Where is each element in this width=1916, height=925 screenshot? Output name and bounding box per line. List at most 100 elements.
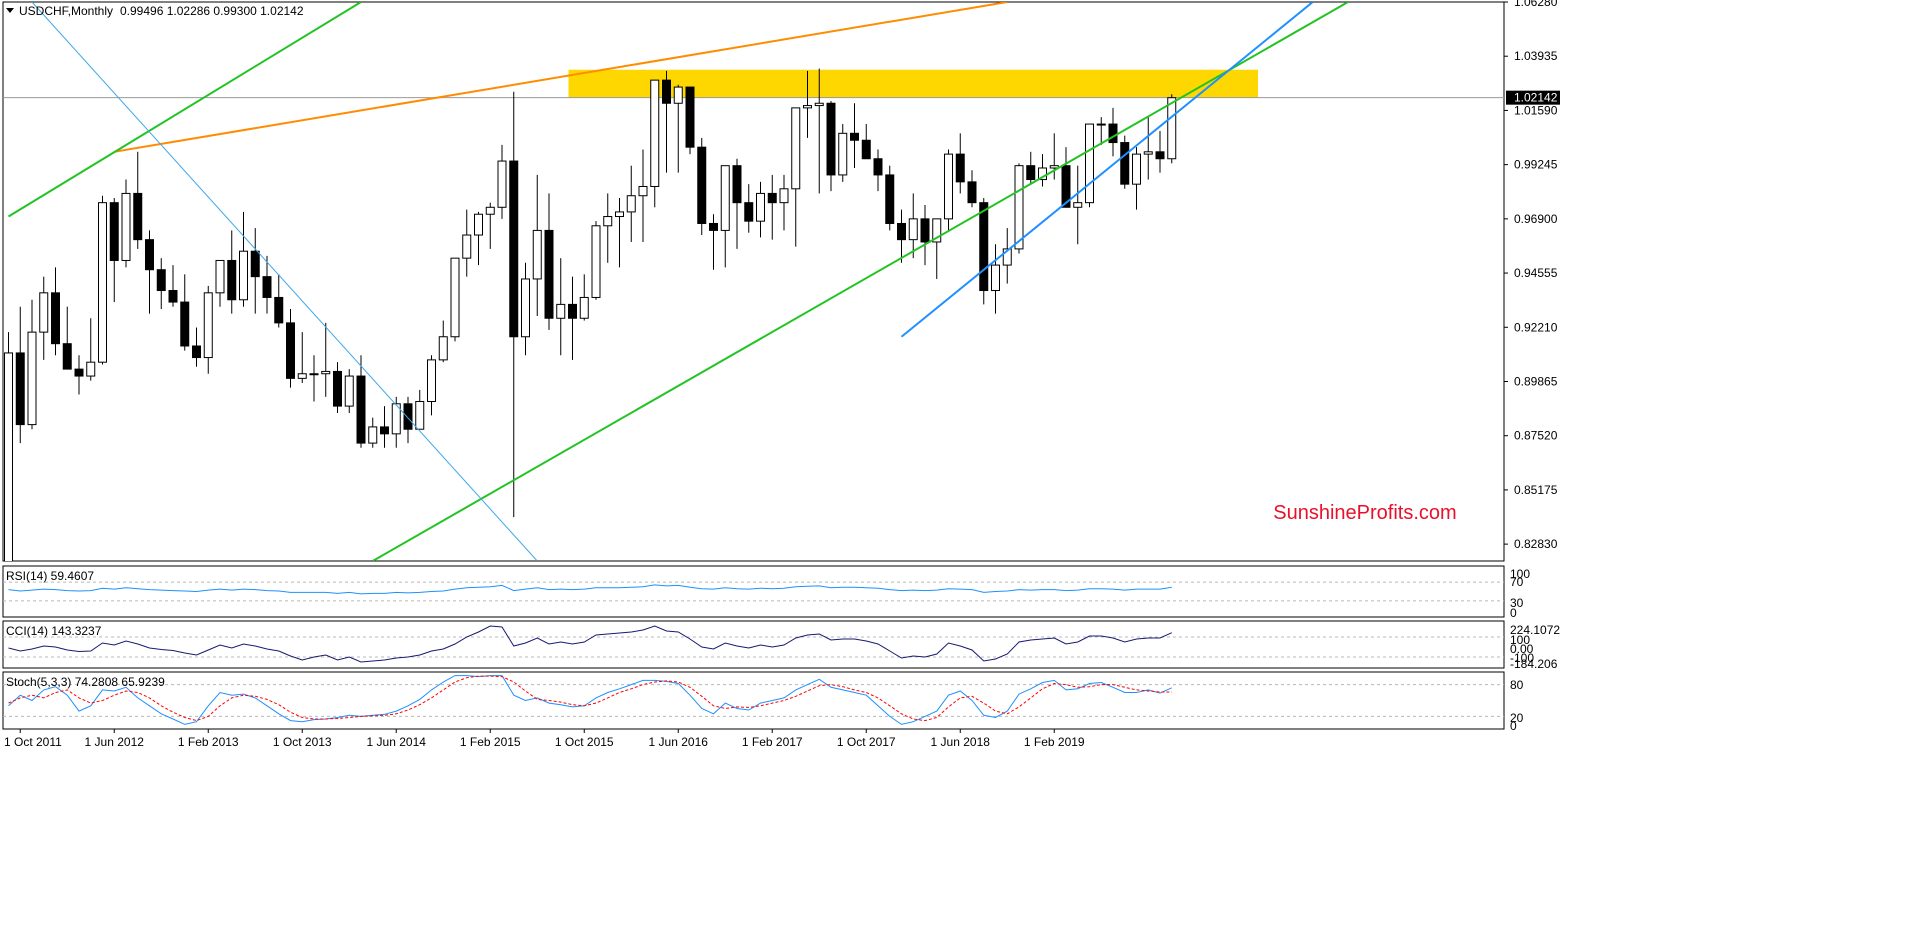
candle-body-bull <box>474 213 483 236</box>
candle <box>133 151 143 249</box>
candle-body-bear <box>274 296 284 324</box>
candle-body-bear <box>568 303 577 319</box>
indicator-tick-label: 80 <box>1510 678 1524 692</box>
time-tick-label: 1 Jun 2012 <box>85 735 145 749</box>
candle-body-bear <box>1155 151 1165 160</box>
candle-body-bear <box>74 368 84 377</box>
trend-line[interactable] <box>114 2 1008 153</box>
candle <box>1143 117 1153 180</box>
candle <box>1026 151 1036 185</box>
candle-body-bull <box>485 206 495 215</box>
candle <box>485 202 495 249</box>
candle-body-bull <box>638 185 648 197</box>
time-tick-label: 1 Jun 2014 <box>367 735 427 749</box>
candle <box>250 228 260 314</box>
candle-body-bull <box>532 229 542 280</box>
dropdown-arrow-icon[interactable] <box>6 8 14 13</box>
stoch-title: Stoch(5,3,3) 74.2808 65.9239 <box>6 675 165 689</box>
candle <box>673 84 683 173</box>
candle-body-bear <box>732 165 742 204</box>
candle <box>274 274 284 328</box>
candle-body-bear <box>885 174 895 224</box>
candle <box>732 158 742 249</box>
candle-body-bear <box>145 239 154 271</box>
trend-line[interactable] <box>7 2 362 218</box>
candle <box>121 179 131 268</box>
candle-body-bull <box>1002 248 1012 266</box>
indicator-main-line <box>8 625 1173 663</box>
candle <box>368 417 378 448</box>
candle-body-bull <box>720 165 730 231</box>
candle <box>1073 165 1083 245</box>
candle <box>615 198 624 268</box>
trend-line[interactable] <box>900 2 1314 338</box>
candle <box>109 198 119 303</box>
candle-body-bear <box>861 139 871 160</box>
candle-body-bear <box>286 322 295 379</box>
candle <box>1002 228 1012 284</box>
candle <box>156 258 166 310</box>
candle <box>720 165 730 268</box>
candle <box>239 211 248 307</box>
candle <box>626 165 636 242</box>
candle <box>638 149 648 242</box>
time-tick-label: 1 Feb 2015 <box>460 735 521 749</box>
indicator-tick-label: 100 <box>1510 633 1530 647</box>
candle <box>991 244 1000 314</box>
candle <box>462 209 472 277</box>
candle-body-bull <box>438 336 448 361</box>
cci-title: CCI(14) 143.3237 <box>6 624 102 638</box>
candle-body-bear <box>156 269 166 292</box>
candle <box>861 124 871 160</box>
time-tick-label: 1 Oct 2011 <box>4 735 62 749</box>
candle <box>356 355 366 448</box>
candle <box>145 230 154 314</box>
candle-body-bull <box>1096 123 1106 126</box>
candle <box>591 221 601 300</box>
indicator-tick-label: 0 <box>1510 719 1517 733</box>
candle <box>415 389 425 430</box>
indicator-tick-label: 30 <box>1510 596 1524 610</box>
candle-body-bull <box>556 303 566 319</box>
price-tick-label: 0.94555 <box>1514 266 1558 280</box>
candle <box>1096 117 1106 145</box>
candle-body-bull <box>1167 97 1177 160</box>
candle-body-bull <box>650 79 660 187</box>
candle-body-bull <box>1014 165 1024 250</box>
indicator-tick-label: 224.1072 <box>1510 623 1560 637</box>
candle-body-bull <box>415 400 425 430</box>
candle-body-bull <box>626 195 636 213</box>
price-tick-label: 0.96900 <box>1514 212 1558 226</box>
candle-body-bear <box>51 292 60 345</box>
candle <box>497 144 507 219</box>
candle-body-bear <box>955 153 965 183</box>
candle-body-bull <box>121 192 131 261</box>
candle-body-bull <box>450 257 460 338</box>
candle-body-bear <box>262 276 272 298</box>
trend-line[interactable] <box>372 2 1349 561</box>
candle-body-bull <box>1085 123 1094 204</box>
candle-body-bull <box>368 426 378 444</box>
candle <box>603 193 613 263</box>
price-tick-label: 0.92210 <box>1514 320 1558 334</box>
candle-body-bull <box>4 352 13 561</box>
candle-body-bull <box>321 370 331 375</box>
current-price-badge <box>1506 90 1560 105</box>
candle-body-bull <box>756 192 765 222</box>
candle <box>309 355 319 402</box>
candle-body-bull <box>779 188 789 204</box>
candle <box>344 369 354 414</box>
chart-ohlc: 0.99496 1.02286 0.99300 1.02142 <box>120 4 304 18</box>
candle-body-bear <box>967 181 977 204</box>
candle-body-bear <box>1108 123 1118 144</box>
candle <box>744 184 754 233</box>
candle <box>27 299 37 430</box>
candle <box>321 322 331 397</box>
candle <box>1085 123 1094 208</box>
candle <box>767 174 777 240</box>
candle <box>215 259 225 307</box>
candle-body-bear <box>1061 165 1071 208</box>
trend-line[interactable] <box>31 2 538 561</box>
